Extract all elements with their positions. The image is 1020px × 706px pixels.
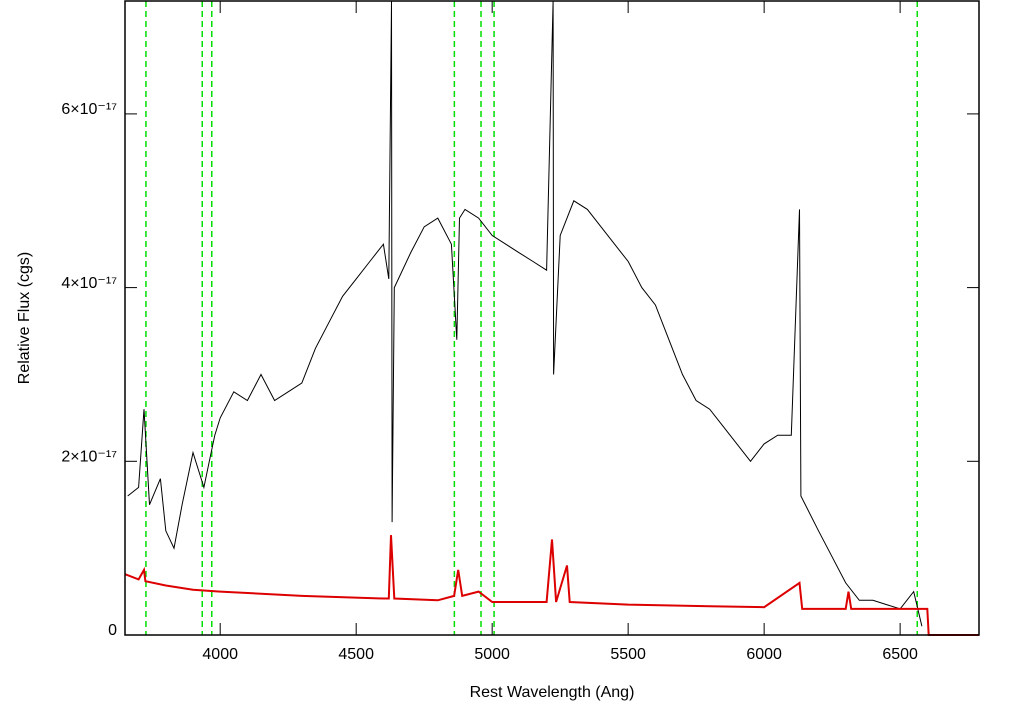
spectrum-line [124,535,979,636]
y-tick-label: 4×10⁻¹⁷ [61,275,117,292]
x-tick-label: 4500 [338,646,374,663]
plot-frame [124,0,980,636]
y-axis-label: Relative Flux (cgs) [16,252,33,384]
x-axis-label: Rest Wavelength (Ang) [470,684,635,701]
x-tick-label: 6500 [882,646,918,663]
y-tick-label: 0 [108,622,117,639]
x-tick-label: 5500 [610,646,646,663]
y-tick-label: 6×10⁻¹⁷ [61,101,117,118]
x-tick-label: 4000 [202,646,238,663]
y-tick-label: 2×10⁻¹⁷ [61,449,117,466]
x-tick-label: 6000 [746,646,782,663]
x-tick-label: 5000 [474,646,510,663]
spectrum-line [127,0,923,627]
